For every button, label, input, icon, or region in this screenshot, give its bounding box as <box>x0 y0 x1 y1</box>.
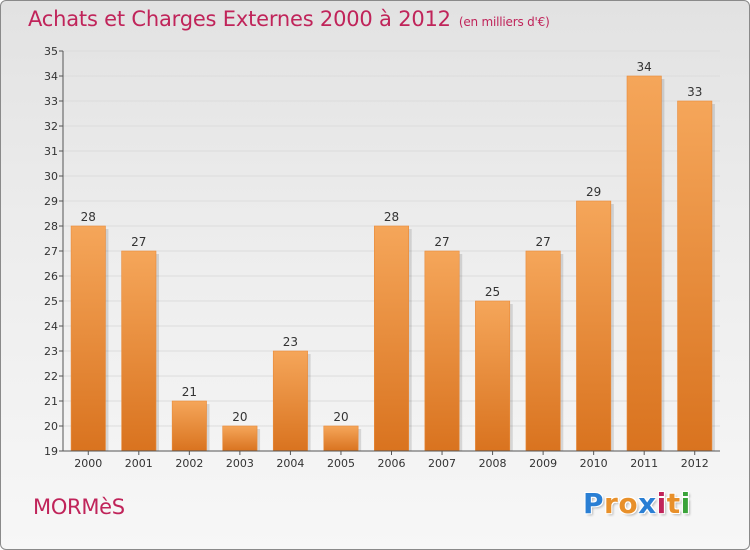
bars: 28 27 21 20 23 20 28 27 25 27 29 34 33 <box>70 60 715 452</box>
proxiti-logo: Proxiti <box>583 487 691 520</box>
x-tick-label: 2002 <box>175 457 203 470</box>
chart-title-text: Achats et Charges Externes 2000 à 2012 <box>28 7 451 31</box>
brand-letter: i <box>656 487 667 520</box>
y-tick-label: 22 <box>44 370 58 383</box>
x-tick-label: 2011 <box>630 457 658 470</box>
bar-value-label: 28 <box>384 210 399 224</box>
bar <box>677 100 713 452</box>
bar <box>272 350 308 452</box>
y-tick-label: 30 <box>44 170 58 183</box>
brand-letter: i <box>680 487 691 520</box>
brand-letter: x <box>638 487 657 520</box>
chart-subtitle: (en milliers d'€) <box>458 15 550 29</box>
x-tick-label: 2007 <box>428 457 456 470</box>
y-tick-label: 20 <box>44 420 58 433</box>
bar <box>323 425 359 452</box>
y-tick-label: 24 <box>44 320 58 333</box>
y-tick-label: 29 <box>44 195 58 208</box>
y-tick-label: 27 <box>44 245 58 258</box>
y-tick-label: 23 <box>44 345 58 358</box>
x-tick-label: 2006 <box>378 457 406 470</box>
bar <box>70 225 106 452</box>
x-tick-label: 2012 <box>681 457 709 470</box>
bar-value-label: 27 <box>535 235 550 249</box>
bar-value-label: 34 <box>637 60 652 74</box>
bar <box>374 225 409 452</box>
x-tick-label: 2005 <box>327 457 355 470</box>
bar <box>626 75 662 452</box>
bar-value-label: 23 <box>283 335 298 349</box>
bar <box>475 300 511 452</box>
y-tick-label: 34 <box>44 70 58 83</box>
bar <box>525 250 561 452</box>
bar-value-label: 20 <box>333 410 348 424</box>
y-tick-label: 28 <box>44 220 58 233</box>
bar <box>424 250 460 452</box>
bar-value-label: 33 <box>687 85 702 99</box>
y-tick-label: 25 <box>44 295 58 308</box>
axes: 19 20 21 22 23 24 25 26 27 28 29 30 31 32 33 34 35 2000 20… <box>44 45 720 470</box>
x-tick-label: 2009 <box>529 457 557 470</box>
bar-value-label: 27 <box>131 235 146 249</box>
bar-value-label: 28 <box>81 210 96 224</box>
brand-letter: o <box>618 487 639 520</box>
y-tick-label: 19 <box>44 445 58 458</box>
y-tick-label: 26 <box>44 270 58 283</box>
bar <box>171 400 207 452</box>
brand-letter: P <box>583 487 605 520</box>
brand-letter: t <box>666 487 681 520</box>
y-tick-label: 33 <box>44 95 58 108</box>
bar-value-label: 29 <box>586 185 601 199</box>
y-tick-label: 32 <box>44 120 58 133</box>
x-tick-label: 2003 <box>226 457 254 470</box>
bar <box>222 425 258 452</box>
x-tick-label: 2000 <box>74 457 102 470</box>
x-tick-label: 2010 <box>580 457 608 470</box>
x-tick-label: 2001 <box>125 457 153 470</box>
y-tick-label: 21 <box>44 395 58 408</box>
y-tick-label: 35 <box>44 45 58 58</box>
bar-value-label: 25 <box>485 285 500 299</box>
x-tick-label: 2008 <box>479 457 507 470</box>
x-tick-label: 2004 <box>276 457 304 470</box>
bar <box>121 250 157 452</box>
brand-letter: r <box>604 487 619 520</box>
bar-value-label: 27 <box>434 235 449 249</box>
commune-name: MORMèS <box>33 495 125 519</box>
bar-value-label: 20 <box>232 410 247 424</box>
bar <box>576 200 612 452</box>
chart-title: Achats et Charges Externes 2000 à 2012 (e… <box>28 7 550 31</box>
bar-value-label: 21 <box>182 385 197 399</box>
y-tick-label: 31 <box>44 145 58 158</box>
